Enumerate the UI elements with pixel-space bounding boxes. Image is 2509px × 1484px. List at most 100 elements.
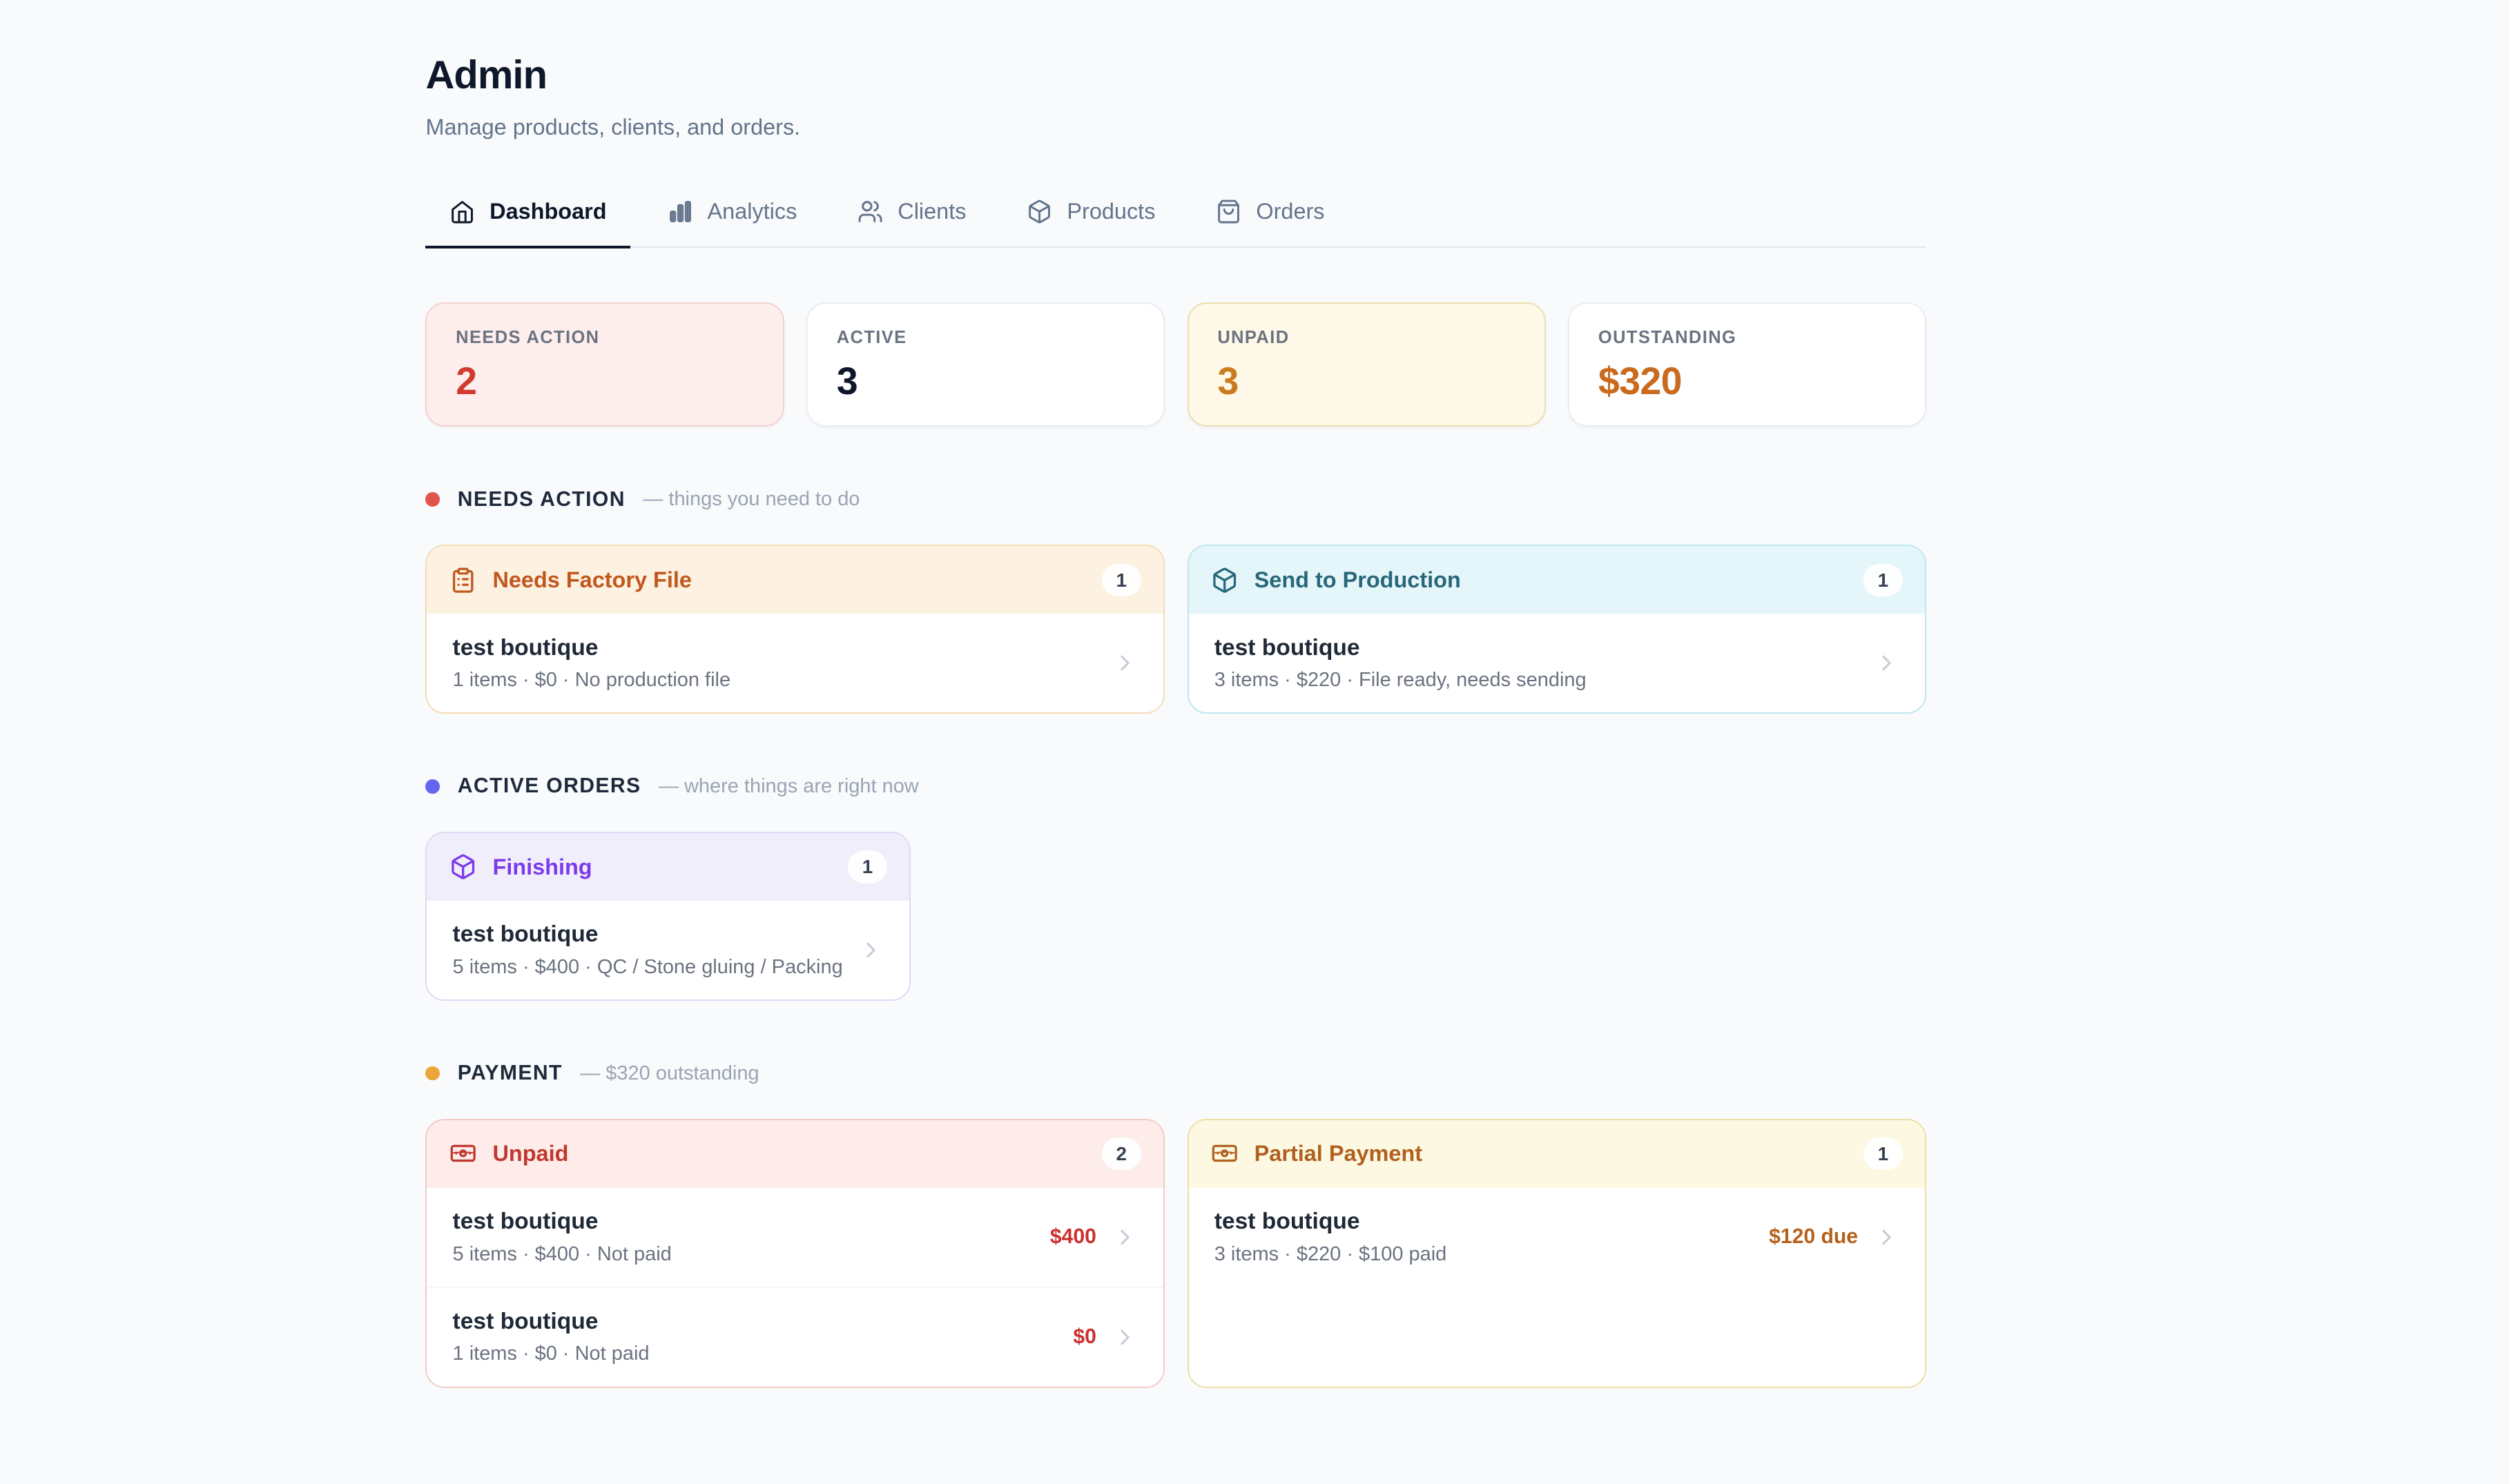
order-client: test boutique (1214, 634, 1360, 661)
shopping-bag-icon (1216, 199, 1241, 224)
package-icon (1027, 199, 1052, 224)
card-body: test boutique 5 items · $400 · QC / Ston… (427, 901, 910, 999)
order-meta: 5 items · $400 · Not paid (452, 1242, 672, 1265)
stat-outstanding[interactable]: OUTSTANDING $320 (1568, 302, 1927, 427)
stat-needs-action[interactable]: NEEDS ACTION 2 (425, 302, 784, 427)
order-amount: $0 (1073, 1325, 1096, 1349)
card-title: Send to Production (1254, 567, 1461, 592)
tab-label: Analytics (707, 199, 797, 224)
tab-clients[interactable]: Clients (834, 183, 991, 248)
package-icon (1211, 567, 1238, 594)
order-row[interactable]: test boutique 3 items · $220 · File read… (1189, 614, 1926, 712)
stat-label: ACTIVE (836, 327, 907, 347)
tab-label: Dashboard (490, 199, 607, 224)
section-header: PAYMENT — $320 outstanding (425, 1062, 1926, 1085)
tab-products[interactable]: Products (1003, 183, 1179, 248)
card-title: Partial Payment (1254, 1141, 1423, 1166)
section-note: — things you need to do (643, 488, 860, 511)
card-body: test boutique 5 items · $400 · Not paid … (427, 1187, 1164, 1387)
order-row[interactable]: test boutique 1 items · $0 · Not paid $0 (427, 1286, 1164, 1387)
tab-label: Products (1067, 199, 1156, 224)
users-icon (858, 199, 883, 224)
section-active-orders: ACTIVE ORDERS — where things are right n… (425, 774, 1926, 1001)
card-body: test boutique 3 items · $220 · $100 paid… (1188, 1187, 1926, 1387)
section-note: — $320 outstanding (580, 1062, 759, 1084)
stat-label: UNPAID (1217, 327, 1290, 347)
order-meta: 3 items · $220 · $100 paid (1214, 1242, 1447, 1265)
content-column: Admin Manage products, clients, and orde… (425, 0, 1927, 1484)
card-needs-factory-file: Needs Factory File 1 test boutique 1 ite… (425, 545, 1165, 714)
order-row[interactable]: test boutique 3 items · $220 · $100 paid… (1189, 1188, 1926, 1287)
order-row[interactable]: test boutique 5 items · $400 · QC / Ston… (427, 901, 909, 999)
stat-value: 2 (456, 360, 477, 403)
home-icon (449, 199, 475, 224)
count-badge: 1 (1863, 1138, 1903, 1171)
section-header: ACTIVE ORDERS — where things are right n… (425, 774, 1926, 798)
order-client: test boutique (1214, 1209, 1360, 1235)
section-cards: Needs Factory File 1 test boutique 1 ite… (425, 545, 1927, 714)
order-client: test boutique (452, 921, 599, 948)
chevron-right-icon (1874, 650, 1899, 676)
tab-dashboard[interactable]: Dashboard (425, 183, 631, 248)
tab-analytics[interactable]: Analytics (643, 183, 821, 248)
stat-unpaid[interactable]: UNPAID 3 (1187, 302, 1546, 427)
section-payment: PAYMENT — $320 outstanding Unpaid 2 test… (425, 1062, 1927, 1388)
red-dot-icon (425, 492, 440, 507)
section-header: NEEDS ACTION — things you need to do (425, 488, 1926, 511)
card-header: Unpaid 2 (427, 1120, 1164, 1188)
count-badge: 1 (1101, 563, 1141, 596)
card-header: Finishing 1 (427, 832, 910, 901)
bar-chart-icon (668, 199, 693, 224)
order-amount: $400 (1049, 1225, 1096, 1249)
order-meta: 1 items · $0 · Not paid (452, 1343, 650, 1365)
chevron-right-icon (1112, 650, 1138, 676)
chevron-right-icon (1112, 1325, 1138, 1350)
clipboard-list-icon (449, 567, 476, 594)
stat-label: NEEDS ACTION (456, 327, 600, 347)
section-cards: Unpaid 2 test boutique 5 items · $400 · … (425, 1118, 1927, 1388)
card-body: test boutique 1 items · $0 · No producti… (427, 614, 1164, 713)
stat-value: 3 (1217, 360, 1239, 403)
card-partial-payment: Partial Payment 1 test boutique 3 items … (1187, 1118, 1927, 1388)
stat-label: OUTSTANDING (1598, 327, 1737, 347)
order-row[interactable]: test boutique 1 items · $0 · No producti… (427, 614, 1163, 712)
tab-orders[interactable]: Orders (1192, 183, 1349, 248)
section-cards: Finishing 1 test boutique 5 items · $400… (425, 831, 1926, 1001)
order-amount: $120 due (1769, 1225, 1859, 1249)
stat-active[interactable]: ACTIVE 3 (806, 302, 1165, 427)
order-meta: 5 items · $400 · QC / Stone gluing / Pac… (452, 955, 843, 978)
stat-value: $320 (1598, 360, 1683, 403)
page-subtitle: Manage products, clients, and orders. (425, 114, 801, 139)
card-header: Partial Payment 1 (1188, 1120, 1926, 1188)
chevron-right-icon (858, 937, 884, 963)
tab-bar: Dashboard Analytics Clients Products Ord… (425, 183, 1927, 248)
order-client: test boutique (452, 1308, 599, 1334)
chevron-right-icon (1112, 1224, 1138, 1250)
card-title: Unpaid (492, 1141, 569, 1166)
order-meta: 3 items · $220 · File ready, needs sendi… (1214, 669, 1587, 692)
package-icon (449, 853, 476, 880)
card-title: Finishing (492, 854, 592, 879)
count-badge: 1 (1863, 563, 1903, 596)
banknote-icon (1211, 1140, 1238, 1167)
count-badge: 1 (847, 850, 888, 883)
indigo-dot-icon (425, 779, 440, 794)
order-client: test boutique (452, 634, 599, 661)
card-title: Needs Factory File (492, 567, 692, 592)
order-client: test boutique (452, 1209, 599, 1235)
chevron-right-icon (1874, 1224, 1899, 1250)
card-header: Needs Factory File 1 (427, 546, 1164, 614)
card-unpaid: Unpaid 2 test boutique 5 items · $400 · … (425, 1118, 1165, 1388)
card-header: Send to Production 1 (1188, 546, 1926, 614)
order-row[interactable]: test boutique 5 items · $400 · Not paid … (427, 1188, 1163, 1287)
card-body: test boutique 3 items · $220 · File read… (1188, 614, 1926, 713)
count-badge: 2 (1101, 1138, 1141, 1171)
stat-value: 3 (836, 360, 858, 403)
page-title: Admin (425, 53, 548, 98)
tab-label: Clients (898, 199, 967, 224)
section-title: PAYMENT (457, 1062, 563, 1085)
card-finishing: Finishing 1 test boutique 5 items · $400… (425, 831, 911, 1001)
section-note: — where things are right now (658, 774, 919, 797)
card-send-to-production: Send to Production 1 test boutique 3 ite… (1187, 545, 1927, 714)
